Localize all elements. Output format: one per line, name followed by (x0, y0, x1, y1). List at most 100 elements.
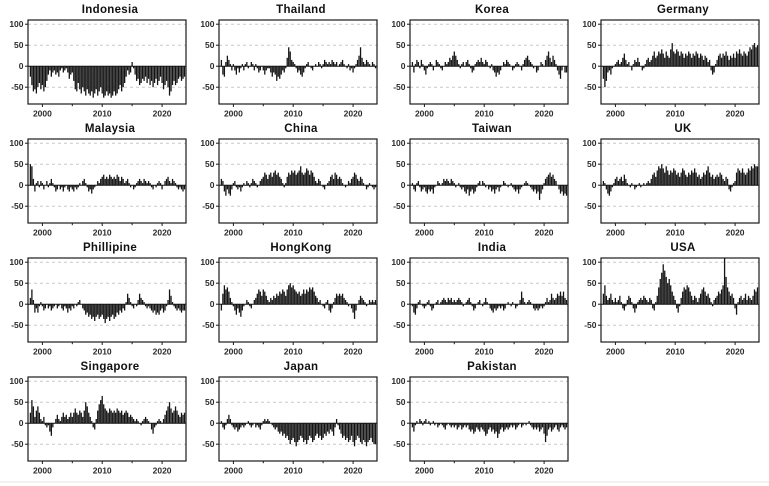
svg-text:-50: -50 (202, 439, 215, 449)
svg-text:2000: 2000 (224, 228, 243, 238)
chart-plot: 100 50 0 -50 2000 2010 2020 (200, 376, 378, 476)
svg-text:0: 0 (401, 61, 406, 71)
svg-text:2020: 2020 (344, 228, 363, 238)
svg-text:-50: -50 (11, 439, 24, 449)
svg-text:2000: 2000 (415, 109, 434, 119)
svg-text:2000: 2000 (606, 347, 625, 357)
svg-text:0: 0 (401, 299, 406, 309)
svg-text:0: 0 (19, 61, 24, 71)
svg-text:0: 0 (592, 299, 597, 309)
bottom-edge-strip (0, 481, 769, 483)
svg-text:50: 50 (14, 40, 24, 50)
svg-text:100: 100 (391, 376, 405, 386)
svg-text:2020: 2020 (344, 347, 363, 357)
svg-text:50: 50 (14, 159, 24, 169)
svg-text:2000: 2000 (33, 347, 52, 357)
svg-text:100: 100 (9, 138, 23, 148)
chart-plot: 100 50 0 -50 2000 2010 2020 (9, 19, 187, 119)
chart-title: Korea (474, 4, 510, 16)
svg-text:2000: 2000 (415, 466, 434, 476)
chart-title: UK (674, 123, 692, 135)
svg-text:2020: 2020 (344, 466, 363, 476)
chart-title: Malaysia (84, 123, 136, 135)
chart-plot: 100 50 0 -50 2000 2010 2020 (9, 138, 187, 238)
svg-text:2010: 2010 (284, 466, 303, 476)
svg-text:-50: -50 (584, 320, 597, 330)
svg-text:0: 0 (19, 299, 24, 309)
chart-plot: 100 50 0 -50 2000 2010 2020 (200, 257, 378, 357)
svg-text:2010: 2010 (666, 109, 685, 119)
svg-text:-50: -50 (584, 201, 597, 211)
svg-text:2010: 2010 (666, 347, 685, 357)
chart-panel-japan: Japan 100 50 0 -50 2000 2010 2020 (192, 361, 383, 480)
svg-text:2000: 2000 (415, 228, 434, 238)
svg-text:2020: 2020 (726, 109, 745, 119)
svg-text:50: 50 (587, 159, 597, 169)
svg-text:2020: 2020 (344, 109, 363, 119)
chart-panel-pakistan: Pakistan 100 50 0 -50 2000 2010 2020 (383, 361, 574, 480)
svg-text:2000: 2000 (606, 109, 625, 119)
svg-text:100: 100 (200, 376, 214, 386)
chart-plot: 100 50 0 -50 2000 2010 2020 (391, 138, 569, 238)
svg-text:-50: -50 (393, 82, 406, 92)
chart-plot: 100 50 0 -50 2000 2010 2020 (200, 19, 378, 119)
chart-title: Thailand (276, 4, 326, 16)
svg-text:2000: 2000 (606, 228, 625, 238)
svg-text:2010: 2010 (93, 347, 112, 357)
chart-title: Singapore (80, 361, 140, 373)
svg-text:0: 0 (19, 418, 24, 428)
svg-text:50: 50 (396, 40, 406, 50)
svg-text:2010: 2010 (475, 228, 494, 238)
chart-panel-india: India 100 50 0 -50 2000 2010 2020 (383, 242, 574, 361)
svg-text:100: 100 (200, 138, 214, 148)
chart-title: Phillipine (82, 242, 138, 254)
chart-title: HongKong (270, 242, 332, 254)
svg-text:50: 50 (396, 397, 406, 407)
svg-text:50: 50 (396, 159, 406, 169)
chart-plot: 100 50 0 -50 2000 2010 2020 (200, 138, 378, 238)
svg-text:0: 0 (210, 180, 215, 190)
chart-plot: 100 50 0 -50 2000 2010 2020 (391, 257, 569, 357)
svg-text:2020: 2020 (153, 228, 172, 238)
svg-text:50: 50 (205, 278, 215, 288)
svg-text:2010: 2010 (666, 228, 685, 238)
svg-text:2000: 2000 (224, 466, 243, 476)
svg-text:2000: 2000 (224, 109, 243, 119)
chart-plot: 100 50 0 -50 2000 2010 2020 (582, 138, 760, 238)
chart-plot: 100 50 0 -50 2000 2010 2020 (582, 19, 760, 119)
chart-panel-germany: Germany 100 50 0 -50 2000 2010 2020 (574, 4, 765, 123)
svg-text:100: 100 (9, 376, 23, 386)
svg-text:-50: -50 (202, 201, 215, 211)
chart-title: Japan (283, 361, 319, 373)
chart-panel-korea: Korea 100 50 0 -50 2000 2010 2020 (383, 4, 574, 123)
svg-text:100: 100 (391, 138, 405, 148)
chart-plot: 100 50 0 -50 2000 2010 2020 (391, 19, 569, 119)
svg-text:2020: 2020 (535, 109, 554, 119)
chart-panel-singapore: Singapore 100 50 0 -50 2000 2010 2020 (1, 361, 192, 480)
svg-text:50: 50 (14, 397, 24, 407)
chart-panel-malaysia: Malaysia 100 50 0 -50 2000 2010 2020 (1, 123, 192, 242)
svg-text:100: 100 (582, 19, 596, 29)
chart-plot: 100 50 0 -50 2000 2010 2020 (391, 376, 569, 476)
svg-text:2020: 2020 (153, 109, 172, 119)
svg-text:100: 100 (200, 19, 214, 29)
svg-text:2010: 2010 (475, 347, 494, 357)
svg-text:-50: -50 (393, 439, 406, 449)
svg-text:2020: 2020 (726, 347, 745, 357)
chart-title: Germany (657, 4, 709, 16)
svg-text:-50: -50 (11, 201, 24, 211)
chart-panel-thailand: Thailand 100 50 0 -50 2000 2010 2020 (192, 4, 383, 123)
svg-text:2010: 2010 (93, 109, 112, 119)
svg-text:-50: -50 (11, 82, 24, 92)
svg-text:100: 100 (391, 257, 405, 267)
chart-title: Indonesia (81, 4, 139, 16)
svg-text:2020: 2020 (535, 228, 554, 238)
svg-text:0: 0 (592, 61, 597, 71)
svg-text:2000: 2000 (33, 466, 52, 476)
svg-text:2020: 2020 (726, 228, 745, 238)
chart-panel-usa: USA 100 50 0 -50 2000 2010 2020 (574, 242, 765, 361)
svg-text:2010: 2010 (93, 228, 112, 238)
chart-title: China (284, 123, 318, 135)
svg-text:2010: 2010 (475, 109, 494, 119)
svg-text:0: 0 (210, 299, 215, 309)
